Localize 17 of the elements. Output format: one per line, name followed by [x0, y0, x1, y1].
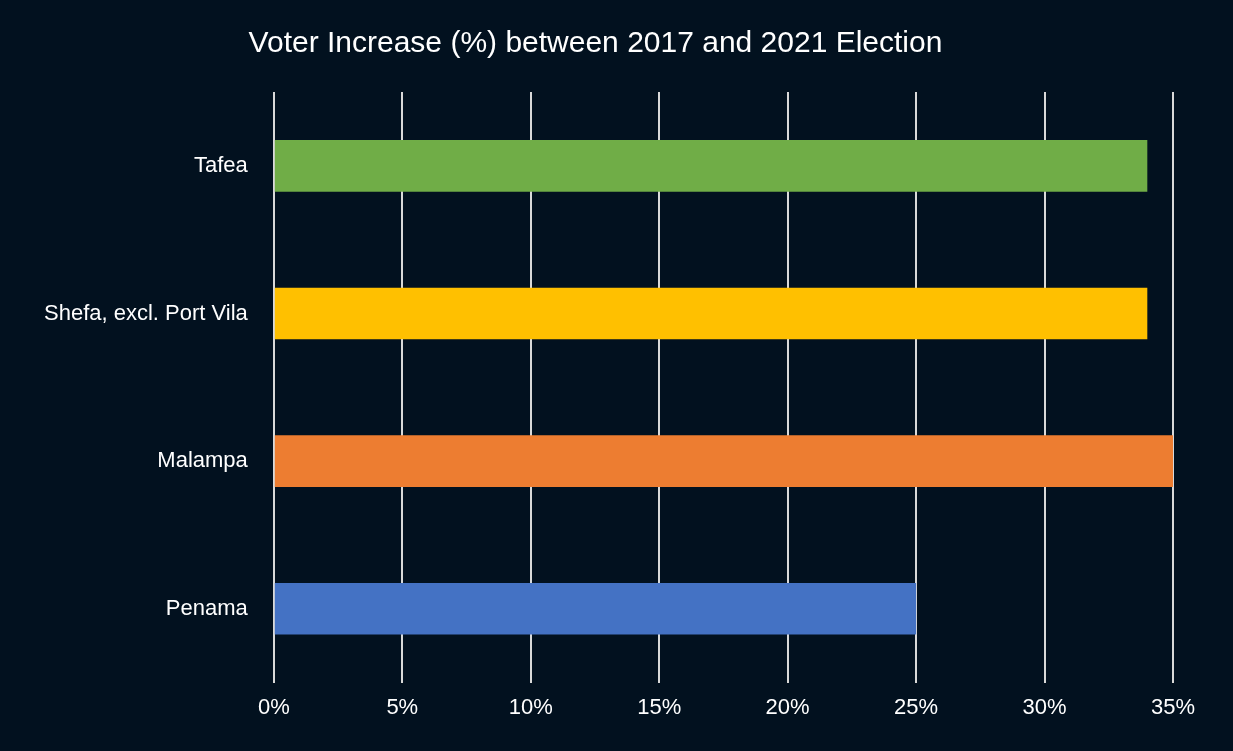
- bar: [274, 435, 1173, 487]
- x-tick-label: 20%: [765, 693, 810, 719]
- x-tick-label: 5%: [386, 693, 419, 719]
- x-tick-label: 35%: [1150, 693, 1196, 719]
- y-tick-label: Malampa: [157, 447, 249, 473]
- y-tick-label: Shefa, excl. Port Vila: [44, 299, 249, 325]
- x-tick-label: 25%: [894, 693, 939, 719]
- chart-title: Voter Increase (%) between 2017 and 2021 Election: [248, 25, 943, 59]
- x-tick-label: 0%: [257, 693, 290, 719]
- x-tick-label: 30%: [1022, 693, 1067, 719]
- bar: [274, 287, 1148, 340]
- y-tick-label: Penama: [165, 594, 249, 620]
- y-tick-label: Tafea: [193, 151, 249, 177]
- x-tick-label: 10%: [508, 693, 553, 719]
- x-tick-label: 15%: [637, 693, 682, 719]
- bar: [274, 139, 1148, 192]
- bar: [274, 582, 917, 635]
